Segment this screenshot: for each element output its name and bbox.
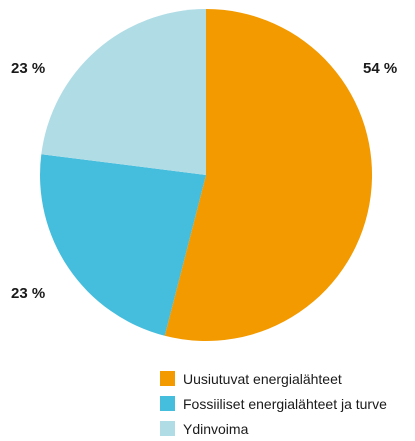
- legend-swatch-fossil: [160, 396, 175, 411]
- legend-item-renewables: Uusiutuvat energialähteet: [160, 366, 387, 391]
- legend-swatch-renewables: [160, 371, 175, 386]
- legend-label-nuclear: Ydinvoima: [183, 420, 249, 437]
- data-label-fossil: 23 %: [11, 285, 46, 302]
- data-label-nuclear: 23 %: [11, 60, 46, 77]
- legend-item-fossil: Fossiiliset energialähteet ja turve: [160, 391, 387, 416]
- pie-slice-renewables: [164, 8, 373, 341]
- data-label-renewables: 54 %: [363, 60, 398, 77]
- legend-item-nuclear: Ydinvoima: [160, 416, 387, 441]
- pie-slice-nuclear: [41, 9, 207, 175]
- pie-slice-fossil: [40, 154, 207, 336]
- legend: Uusiutuvat energialähteet Fossiiliset en…: [160, 366, 387, 441]
- legend-swatch-nuclear: [160, 421, 175, 436]
- legend-label-fossil: Fossiiliset energialähteet ja turve: [183, 395, 387, 412]
- legend-label-renewables: Uusiutuvat energialähteet: [183, 370, 342, 387]
